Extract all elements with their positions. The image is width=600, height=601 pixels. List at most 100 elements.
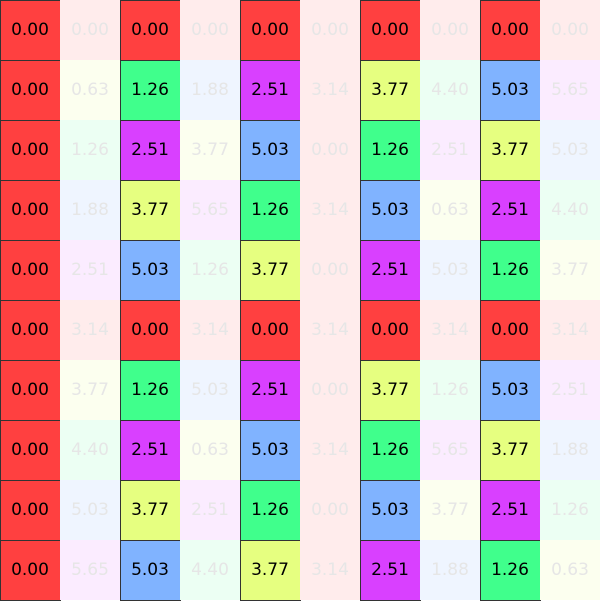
grid-cell: 3.77 (60, 360, 120, 420)
grid-cell: 5.03 (540, 120, 600, 180)
grid-cell: 1.26 (119, 59, 181, 121)
grid-cell: 3.14 (300, 540, 360, 600)
grid-cell: 0.00 (300, 120, 360, 180)
grid-cell: 3.14 (300, 300, 360, 360)
grid-cell: 5.65 (420, 420, 480, 480)
grid-cell: 3.14 (300, 420, 360, 480)
grid-cell: 2.51 (180, 480, 240, 540)
grid-cell: 3.77 (239, 239, 301, 301)
grid-cell: 5.65 (180, 180, 240, 240)
grid-cell: 0.00 (0, 179, 61, 241)
grid-cell: 3.77 (180, 120, 240, 180)
grid-cell: 0.00 (0, 539, 61, 601)
grid-cell: 1.26 (119, 359, 181, 421)
grid-cell: 1.26 (359, 419, 421, 481)
grid-cell: 1.88 (540, 420, 600, 480)
grid-cell: 5.65 (60, 540, 120, 600)
grid-cell: 4.40 (180, 540, 240, 600)
grid-cell: 5.65 (540, 60, 600, 120)
grid-cell: 0.00 (0, 119, 61, 181)
grid-cell: 4.40 (540, 180, 600, 240)
grid-cell: 2.51 (540, 360, 600, 420)
grid-cell: 0.63 (420, 180, 480, 240)
grid-cell: 2.51 (239, 59, 301, 121)
grid-cell: 5.03 (119, 539, 181, 601)
grid-cell: 0.00 (359, 0, 421, 61)
grid-cell: 1.88 (60, 180, 120, 240)
grid-cell: 0.63 (180, 420, 240, 480)
grid-cell: 0.00 (0, 359, 61, 421)
grid-cell: 3.77 (119, 179, 181, 241)
grid-cell: 3.14 (420, 300, 480, 360)
grid-cell: 0.00 (0, 0, 61, 61)
grid-cell: 0.00 (300, 360, 360, 420)
grid-cell: 1.26 (239, 179, 301, 241)
grid-cell: 0.00 (60, 0, 120, 60)
grid-cell: 3.77 (359, 59, 421, 121)
grid-cell: 1.26 (479, 239, 541, 301)
grid-cell: 0.00 (119, 0, 181, 61)
grid-cell: 3.77 (119, 479, 181, 541)
grid-cell: 1.26 (359, 119, 421, 181)
grid-cell: 3.14 (300, 180, 360, 240)
grid-cell: 0.00 (0, 59, 61, 121)
grid-cell: 5.03 (479, 359, 541, 421)
grid-cell: 0.00 (479, 0, 541, 61)
grid-cell: 2.51 (239, 359, 301, 421)
grid-cell: 2.51 (359, 239, 421, 301)
grid-cell: 0.00 (300, 480, 360, 540)
grid-cell: 0.00 (479, 299, 541, 361)
grid-cell: 3.14 (540, 300, 600, 360)
grid-cell: 0.00 (0, 479, 61, 541)
grid-cell: 0.63 (60, 60, 120, 120)
grid-cell: 0.00 (180, 0, 240, 60)
grid-cell: 5.03 (239, 119, 301, 181)
grid-cell: 1.88 (420, 540, 480, 600)
grid-cell: 3.77 (239, 539, 301, 601)
grid-cell: 1.26 (420, 360, 480, 420)
grid-cell: 3.77 (420, 480, 480, 540)
grid-cell: 5.03 (119, 239, 181, 301)
grid-cell: 3.14 (60, 300, 120, 360)
grid-cell: 1.88 (180, 60, 240, 120)
grid-cell: 3.14 (300, 60, 360, 120)
grid-cell: 2.51 (479, 179, 541, 241)
grid-cell: 0.00 (0, 299, 61, 361)
grid-cell: 3.77 (359, 359, 421, 421)
grid-cell: 0.63 (540, 540, 600, 600)
grid-cell: 4.40 (420, 60, 480, 120)
grid-cell: 1.26 (239, 479, 301, 541)
grid-cell: 3.77 (540, 240, 600, 300)
grid-cell: 2.51 (420, 120, 480, 180)
grid-cell: 5.03 (60, 480, 120, 540)
grid-cell: 2.51 (60, 240, 120, 300)
grid-cell: 0.00 (0, 419, 61, 481)
grid-cell: 5.03 (479, 59, 541, 121)
grid-cell: 5.03 (359, 479, 421, 541)
grid-cell: 5.03 (180, 360, 240, 420)
grid-cell: 0.00 (359, 299, 421, 361)
grid-cell: 1.26 (180, 240, 240, 300)
grid-cell: 0.00 (239, 0, 301, 61)
grid-cell: 5.03 (420, 240, 480, 300)
grid-cell: 4.40 (60, 420, 120, 480)
grid-cell: 0.00 (540, 0, 600, 60)
grid-cell: 1.26 (479, 539, 541, 601)
grid-cell: 0.00 (300, 0, 360, 60)
grid-cell: 2.51 (119, 419, 181, 481)
grid-cell: 0.00 (119, 299, 181, 361)
grid-cell: 0.00 (0, 239, 61, 301)
grid-cell: 0.00 (239, 299, 301, 361)
grid-cell: 3.14 (180, 300, 240, 360)
grid-cell: 1.26 (60, 120, 120, 180)
grid-cell: 5.03 (239, 419, 301, 481)
grid-cell: 5.03 (359, 179, 421, 241)
grid-cell: 0.00 (300, 240, 360, 300)
grid-cell: 0.00 (420, 0, 480, 60)
grid-cell: 2.51 (479, 479, 541, 541)
grid-cell: 2.51 (119, 119, 181, 181)
grid-cell: 3.77 (479, 419, 541, 481)
grid-cell: 1.26 (540, 480, 600, 540)
grid-cell: 2.51 (359, 539, 421, 601)
